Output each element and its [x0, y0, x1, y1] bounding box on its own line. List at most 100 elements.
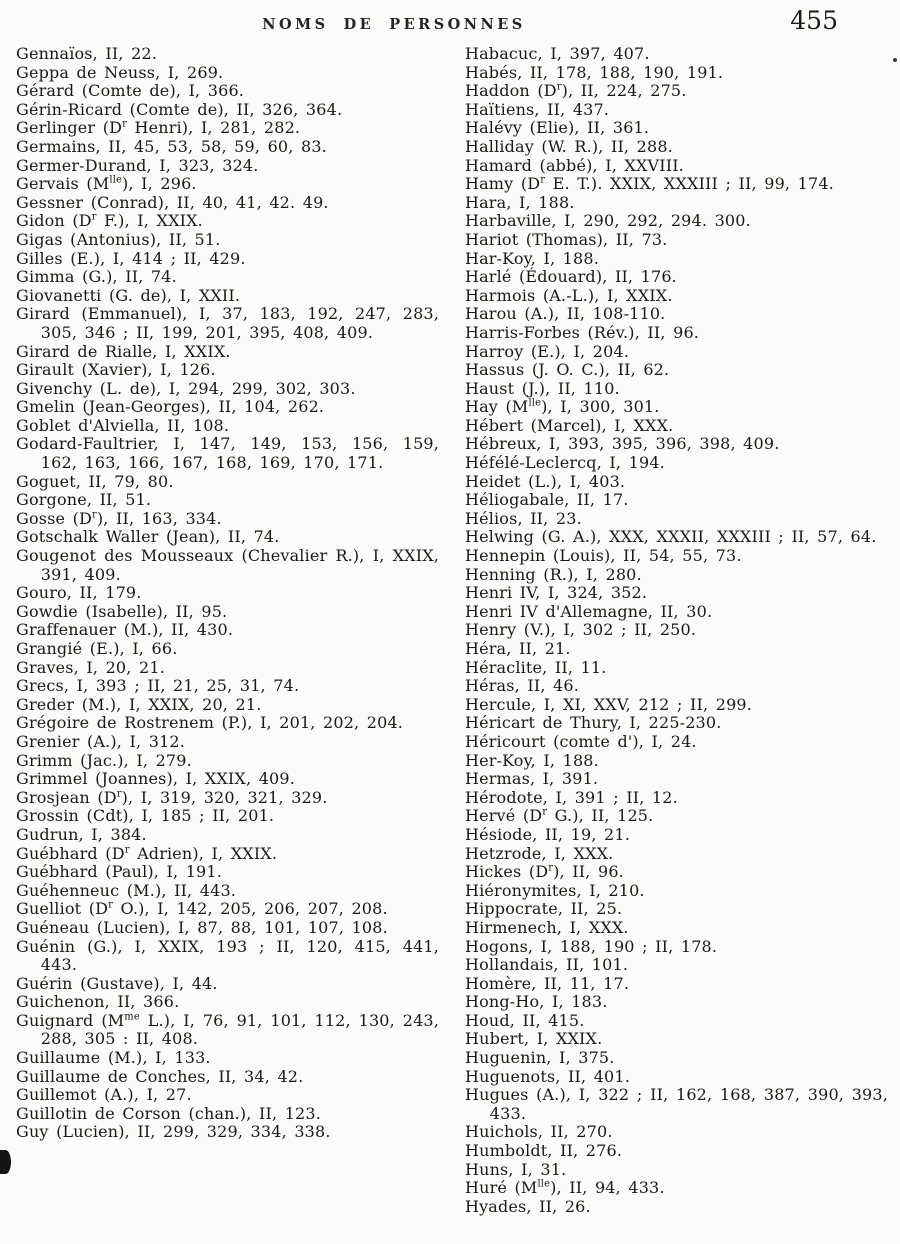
index-entry: Hérodote, I, 391 ; II, 12. — [465, 787, 678, 807]
index-entry: Guillemot (A.), I, 27. — [16, 1085, 192, 1105]
index-entry: Hong-Ho, I, 183. — [465, 992, 608, 1012]
index-entry: Habés, II, 178, 188, 190, 191. — [465, 62, 724, 82]
index-entry: Hiéronymites, I, 210. — [465, 880, 645, 900]
index-entry: Guénin (G.), I, XXIX, 193 ; II, 120, 415… — [16, 936, 439, 975]
index-entry: Gougenot des Mousseaux (Chevalier R.), I… — [16, 546, 439, 584]
index-entry: Giovanetti (G. de), I, XXII. — [16, 285, 241, 305]
index-entry: Grossin (Cdt), I, 185 ; II, 201. — [16, 806, 275, 826]
index-entry: Heidet (L.), I, 403. — [465, 471, 626, 491]
index-entry: Gennaïos, II, 22. — [16, 44, 157, 63]
index-entry: Guillaume (M.), I, 133. — [16, 1048, 211, 1068]
index-entry: Huguenin, I, 375. — [465, 1048, 615, 1068]
index-entry: Harroy (E.), I, 204. — [465, 341, 630, 361]
index-entry: Hippocrate, II, 25. — [465, 899, 623, 919]
index-entry: Gigas (Antonius), II, 51. — [16, 229, 221, 249]
index-entry: Hollandais, II, 101. — [465, 955, 629, 975]
index-entry: Guillaume de Conches, II, 34, 42. — [16, 1066, 304, 1086]
index-entry: Hugues (A.), I, 322 ; II, 162, 168, 387,… — [465, 1085, 888, 1123]
scan-ink-blot — [0, 1150, 11, 1174]
index-entry: Hubert, I, XXIX. — [465, 1029, 603, 1049]
index-entry: Helwing (G. A.), XXX, XXXII, XXXIII ; II… — [465, 527, 877, 547]
index-entry: Girard de Rialle, I, XXIX. — [16, 341, 231, 361]
index-entry: Harris-Forbes (Rév.), II, 96. — [465, 322, 700, 342]
index-entry: Hésiode, II, 19, 21. — [465, 824, 630, 844]
index-entry: Haïtiens, II, 437. — [465, 99, 610, 119]
index-entry: Gmelin (Jean-Georges), II, 104, 262. — [16, 397, 325, 417]
index-entry: Héricourt (comte d'), I, 24. — [465, 731, 697, 751]
index-entry: Hogons, I, 188, 190 ; II, 178. — [465, 936, 718, 956]
index-entry: Gérard (Comte de), I, 366. — [16, 81, 245, 101]
index-entry: Hélios, II, 23. — [465, 508, 582, 528]
index-entry: Hennepin (Louis), II, 54, 55, 73. — [465, 546, 742, 566]
index-entry: Grosjean (Dr), I, 319, 320, 321, 329. — [16, 787, 328, 807]
index-entry: Guignard (Mme L.), I, 76, 91, 101, 112, … — [16, 1010, 440, 1049]
index-column-left: Gennaïos, II, 22. Geppa de Neuss, I, 269.… — [16, 44, 440, 1216]
index-entry: Huré (Mlle), II, 94, 433. — [465, 1178, 665, 1198]
index-entry: Gowdie (Isabelle), II, 95. — [16, 601, 228, 621]
index-entry: Harmois (A.-L.), I, XXIX. — [465, 285, 673, 305]
index-entry: Gosse (Dr), II, 163, 334. — [16, 508, 222, 528]
index-entry: Hébreux, I, 393, 395, 396, 398, 409. — [465, 434, 780, 454]
index-entry: Gimma (G.), II, 74. — [16, 267, 177, 287]
index-entry: Hercule, I, XI, XXV, 212 ; II, 299. — [465, 694, 752, 714]
index-entry: Graves, I, 20, 21. — [16, 657, 165, 677]
index-entry: Goguet, II, 79, 80. — [16, 471, 174, 491]
page-number: 455 — [790, 6, 838, 35]
index-entry: Homère, II, 11, 17. — [465, 973, 630, 993]
index-entry: Hamy (Dr E. T.). XXIX, XXXIII ; II, 99, … — [465, 174, 834, 194]
index-entry: Germains, II, 45, 53, 58, 59, 60, 83. — [16, 136, 327, 156]
index-entry: Goblet d'Alviella, II, 108. — [16, 415, 230, 435]
index-entry: Guillotin de Corson (chan.), II, 123. — [16, 1103, 321, 1123]
index-entry: Héricart de Thury, I, 225-230. — [465, 713, 722, 733]
index-entry: Har-Koy, I, 188. — [465, 248, 599, 268]
index-entry: Gotschalk Waller (Jean), II, 74. — [16, 527, 280, 547]
index-entry: Hickes (Dr), II, 96. — [465, 862, 624, 882]
index-entry: Hyades, II, 26. — [465, 1196, 591, 1216]
index-entry: Henri IV d'Allemagne, II, 30. — [465, 601, 713, 621]
index-entry: Gorgone, II, 51. — [16, 490, 152, 510]
index-entry: Guy (Lucien), II, 299, 329, 334, 338. — [16, 1122, 331, 1142]
index-entry: Henry (V.), I, 302 ; II, 250. — [465, 620, 697, 640]
index-entry: Gouro, II, 179. — [16, 583, 142, 603]
index-entry: Guéhenneuc (M.), II, 443. — [16, 880, 237, 900]
index-entry: Guéneau (Lucien), I, 87, 88, 101, 107, 1… — [16, 917, 388, 937]
index-entry: Hassus (J. O. C.), II, 62. — [465, 360, 670, 380]
index-entry: Grangié (E.), I, 66. — [16, 639, 178, 658]
index-columns: Gennaïos, II, 22. Geppa de Neuss, I, 269.… — [16, 44, 888, 1216]
index-entry: Huns, I, 31. — [465, 1159, 567, 1179]
index-entry: Humboldt, II, 276. — [465, 1141, 623, 1161]
index-entry: Hara, I, 188. — [465, 192, 575, 212]
index-entry: Hébert (Marcel), I, XXX. — [465, 415, 674, 435]
index-entry: Guébhard (Dr Adrien), I, XXIX. — [16, 843, 278, 863]
index-entry: Huguenots, II, 401. — [465, 1066, 630, 1086]
index-entry: Halévy (Elie), II, 361. — [465, 118, 650, 138]
scan-speck — [893, 58, 897, 62]
index-entry: Héraclite, II, 11. — [465, 657, 607, 677]
index-entry: Gidon (Dr F.), I, XXIX. — [16, 211, 203, 231]
index-entry: Harbaville, I, 290, 292, 294. 300. — [465, 211, 751, 231]
index-entry: Harou (A.), II, 108-110. — [465, 304, 666, 324]
index-entry: Grimm (Jac.), I, 279. — [16, 750, 192, 770]
index-entry: Hirmenech, I, XXX. — [465, 917, 629, 937]
index-entry: Habacuc, I, 397, 407. — [465, 44, 650, 63]
index-entry: Huichols, II, 270. — [465, 1122, 613, 1142]
index-entry: Grégoire de Rostrenem (P.), I, 201, 202,… — [16, 713, 404, 733]
index-entry: Gerlinger (Dr Henri), I, 281, 282. — [16, 118, 301, 138]
index-entry: Houd, II, 415. — [465, 1010, 585, 1030]
index-entry: Guelliot (Dr O.), I, 142, 205, 206, 207,… — [16, 899, 388, 919]
page-header: NOMS DE PERSONNES 455 — [16, 8, 888, 33]
index-entry: Grimmel (Joannes), I, XXIX, 409. — [16, 769, 295, 789]
index-entry: Héra, II, 21. — [465, 639, 571, 658]
index-entry: Greder (M.), I, XXIX, 20, 21. — [16, 694, 262, 714]
index-entry: Germer-Durand, I, 323, 324. — [16, 155, 259, 175]
running-title: NOMS DE PERSONNES — [262, 16, 526, 33]
index-entry: Haddon (Dr), II, 224, 275. — [465, 81, 687, 101]
index-entry: Hetzrode, I, XXX. — [465, 843, 614, 863]
index-entry: Héfélé-Leclercq, I, 194. — [465, 453, 665, 473]
index-entry: Gérin-Ricard (Comte de), II, 326, 364. — [16, 99, 343, 119]
index-entry: Guérin (Gustave), I, 44. — [16, 973, 218, 993]
index-entry: Grenier (A.), I, 312. — [16, 731, 186, 751]
index-entry: Grecs, I, 393 ; II, 21, 25, 31, 74. — [16, 676, 300, 696]
index-entry: Girault (Xavier), I, 126. — [16, 360, 216, 380]
